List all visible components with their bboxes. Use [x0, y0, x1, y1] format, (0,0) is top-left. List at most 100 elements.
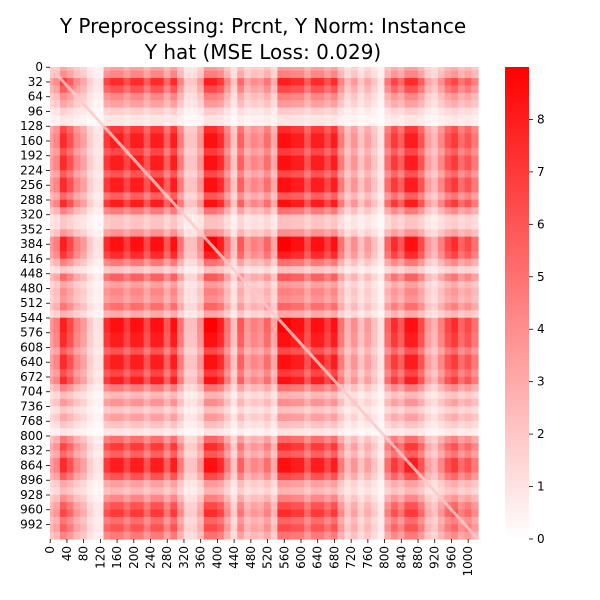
heatmap-cell-18-49 [437, 229, 446, 238]
heatmap-cell-16-53 [464, 207, 472, 216]
heatmap-cell-53-20 [217, 524, 225, 533]
heatmap-cell-34-15 [170, 376, 178, 385]
heatmap-cell-27-24 [243, 303, 252, 311]
heatmap-cell-12-20 [217, 170, 225, 179]
chart-title-line-1: Y Preprocessing: Prcnt, Y Norm: Instance [59, 14, 466, 38]
heatmap-cell-28-20 [217, 310, 225, 319]
heatmap-cell-35-32 [310, 384, 325, 393]
heatmap-cell-51-35 [337, 509, 345, 518]
heatmap-cell-24-25 [250, 280, 258, 289]
heatmap-cell-42-5 [80, 435, 88, 444]
heatmap-cell-23-12 [143, 273, 151, 282]
heatmap-cell-54-22 [230, 531, 238, 540]
heatmap-cell-40-35 [337, 421, 345, 429]
heatmap-cell-54-25 [250, 531, 258, 540]
heatmap-cell-27-14 [163, 303, 171, 311]
heatmap-cell-54-6 [86, 531, 95, 540]
heatmap-cell-45-47 [424, 457, 432, 474]
heatmap-cell-23-44 [397, 273, 406, 282]
heatmap-cell-34-33 [324, 376, 332, 385]
heatmap-cell-5-38 [357, 100, 365, 109]
heatmap-cell-26-42 [384, 295, 392, 304]
heatmap-cell-22-7 [93, 266, 105, 275]
heatmap-cell-49-30 [290, 494, 305, 503]
heatmap-cell-13-45 [404, 177, 419, 193]
heatmap-cell-11-14 [163, 155, 171, 171]
x-tick-label-23: 920 [428, 546, 442, 569]
heatmap-cell-13-53 [464, 177, 472, 193]
heatmap-cell-17-46 [417, 214, 426, 230]
heatmap-cell-10-20 [217, 148, 225, 157]
heatmap-cell-26-15 [170, 295, 178, 304]
heatmap-cell-49-14 [163, 494, 171, 503]
heatmap-cell-10-28 [270, 148, 278, 157]
heatmap-cell-39-54 [471, 413, 479, 422]
heatmap-cell-6-24 [243, 107, 252, 116]
heatmap-cell-15-24 [243, 199, 252, 208]
colorbar-tick-label-7: 7 [537, 165, 545, 179]
heatmap-cell-51-20 [217, 509, 225, 518]
heatmap-cell-36-8 [103, 391, 111, 400]
heatmap-cell-3-14 [163, 85, 171, 94]
heatmap-cell-24-0 [50, 280, 54, 289]
heatmap-cell-17-14 [163, 214, 171, 230]
heatmap-cell-0-36 [344, 67, 352, 72]
heatmap-cell-42-23 [237, 435, 245, 444]
heatmap-cell-52-20 [217, 516, 225, 525]
heatmap-cell-9-27 [264, 133, 272, 149]
heatmap-cell-13-40 [371, 177, 379, 193]
heatmap-cell-37-32 [310, 398, 325, 407]
heatmap-cell-11-1 [53, 155, 61, 171]
heatmap-cell-34-24 [243, 376, 252, 385]
heatmap-cell-19-30 [290, 236, 305, 252]
heatmap-cell-35-4 [73, 384, 81, 393]
heatmap-cell-31-3 [66, 347, 75, 356]
heatmap-cell-43-41 [377, 443, 385, 452]
heatmap-cell-12-17 [183, 170, 198, 179]
heatmap-cell-44-25 [250, 450, 258, 459]
heatmap-cell-17-35 [337, 214, 345, 230]
heatmap-cell-37-30 [290, 398, 305, 407]
heatmap-cell-36-2 [60, 391, 68, 400]
heatmap-cell-30-20 [217, 332, 225, 348]
heatmap-cell-45-26 [257, 457, 265, 474]
heatmap-cell-1-2 [60, 70, 68, 79]
heatmap-cell-40-8 [103, 421, 111, 429]
heatmap-cell-37-13 [150, 398, 165, 407]
heatmap-cell-39-32 [310, 413, 325, 422]
heatmap-cell-36-48 [431, 391, 439, 400]
heatmap-cell-17-24 [243, 214, 252, 230]
heatmap-cell-41-44 [397, 428, 406, 437]
heatmap-cell-35-51 [451, 384, 459, 393]
heatmap-cell-5-17 [183, 100, 198, 109]
heatmap-cell-12-32 [310, 170, 325, 179]
heatmap-cell-20-3 [66, 251, 75, 260]
heatmap-cell-20-36 [344, 251, 352, 260]
heatmap-cell-29-20 [217, 317, 225, 334]
heatmap-cell-43-3 [66, 443, 75, 452]
heatmap-cell-38-43 [391, 406, 399, 415]
heatmap-cell-30-25 [250, 332, 258, 348]
heatmap-cell-13-43 [391, 177, 399, 193]
heatmap-cell-8-29 [277, 126, 292, 134]
heatmap-cell-38-5 [80, 406, 88, 415]
heatmap-cell-36-35 [337, 391, 345, 400]
heatmap-cell-25-33 [324, 288, 332, 297]
heatmap-cell-10-19 [203, 148, 218, 157]
heatmap-cell-8-21 [223, 126, 232, 134]
heatmap-cell-8-50 [444, 126, 452, 134]
heatmap-cell-15-19 [203, 199, 218, 208]
heatmap-cell-0-19 [203, 67, 218, 72]
heatmap-cell-27-51 [451, 303, 459, 311]
heatmap-cell-20-5 [80, 251, 88, 260]
heatmap-cell-47-34 [330, 480, 339, 488]
heatmap-cell-52-28 [270, 516, 278, 525]
heatmap-cell-3-5 [80, 85, 88, 94]
heatmap-cell-5-10 [123, 100, 131, 109]
heatmap-cell-17-8 [103, 214, 111, 230]
heatmap-cell-9-2 [60, 133, 68, 149]
heatmap-cell-11-45 [404, 155, 419, 171]
heatmap-cell-45-34 [330, 457, 339, 474]
heatmap-cell-21-9 [110, 258, 125, 267]
heatmap-cell-22-3 [66, 266, 75, 275]
